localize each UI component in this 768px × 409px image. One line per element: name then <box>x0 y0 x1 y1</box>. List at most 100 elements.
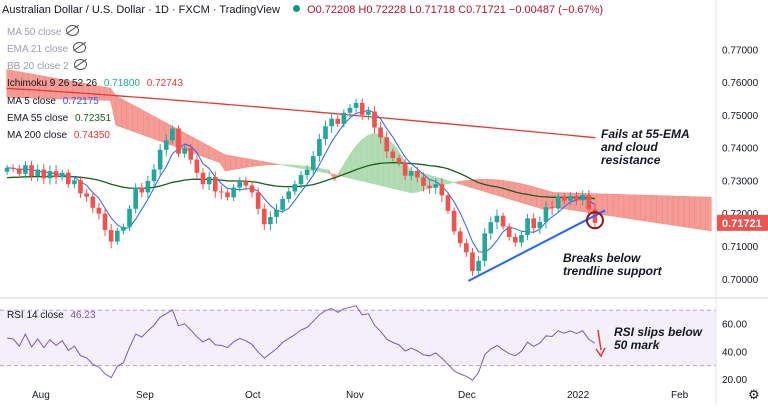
hidden-eye-icon[interactable] <box>66 25 80 36</box>
legend-ichimoku[interactable]: Ichimoku 9 26 52 26 0.71800 0.72743 <box>7 78 183 90</box>
candle-body <box>219 191 224 193</box>
ichimoku-cloud-segment <box>705 196 712 232</box>
candle-body <box>231 187 236 198</box>
candle-body <box>439 184 445 196</box>
candle-body <box>476 260 481 272</box>
ichimoku-cloud-segment <box>388 139 395 190</box>
ichimoku-cloud-segment <box>623 194 630 219</box>
candle-body <box>470 252 475 272</box>
candle-body <box>127 208 132 227</box>
ichimoku-cloud-segment <box>274 163 280 165</box>
candle-body <box>304 169 310 176</box>
rsi-arrow-shaft <box>597 329 602 351</box>
ichimoku-cloud-segment <box>672 195 679 227</box>
candle-body <box>366 111 371 115</box>
ichimoku-cloud-segment <box>345 152 352 179</box>
candle-body <box>580 195 586 201</box>
candle-body <box>372 111 377 128</box>
legend-bb20[interactable]: BB 20 close 2 <box>7 59 87 73</box>
candle-body <box>396 158 402 163</box>
candle-body <box>41 169 47 179</box>
candle-body <box>513 236 518 243</box>
candle-body <box>574 196 579 201</box>
legend-label: Ichimoku 9 26 52 26 <box>7 78 98 89</box>
candle-body <box>274 209 279 217</box>
ichimoku-cloud-segment <box>323 168 330 174</box>
ichimoku-cloud-segment <box>394 144 401 191</box>
candle-body <box>317 138 322 157</box>
candle-body <box>194 159 200 173</box>
ichimoku-cloud-segment <box>459 180 466 187</box>
ichimoku-cloud-segment <box>454 181 461 185</box>
ichimoku-cloud-segment <box>607 193 614 217</box>
candle-body <box>16 168 22 174</box>
candle-body <box>445 195 451 211</box>
candle-body <box>482 233 488 261</box>
candle-body <box>298 175 304 185</box>
candle-body <box>237 180 243 188</box>
legend-rsi[interactable]: RSI 14 close 46.23 <box>7 310 96 322</box>
time-tick-label: Dec <box>458 390 476 401</box>
legend-label: EMA 55 close <box>7 113 69 124</box>
annotation-breaks: Breaks below trendline support <box>563 251 663 278</box>
ma200-line <box>6 87 596 139</box>
candle-body <box>139 187 145 193</box>
rsi-tick-label: 20.00 <box>722 375 747 386</box>
ichimoku-cloud-segment <box>366 133 373 184</box>
time-tick-label: Nov <box>346 390 364 401</box>
legend-ema21[interactable]: EMA 21 close <box>7 42 87 56</box>
candle-body <box>323 126 328 139</box>
candle-body <box>90 196 96 208</box>
ichimoku-cloud-segment <box>301 165 308 170</box>
legend-value: 0.72351 <box>74 113 112 124</box>
settings-gear-icon[interactable]: ⚙ <box>748 387 760 402</box>
ichimoku-cloud-segment <box>361 135 368 183</box>
ichimoku-cloud-segment <box>121 98 128 130</box>
candle-body <box>531 218 537 229</box>
candle-body <box>390 151 396 158</box>
hidden-eye-icon[interactable] <box>73 59 87 70</box>
price-tick-label: 0.74000 <box>722 144 759 155</box>
ohlc-readout: O0.72208 H0.72228 L0.71718 C0.71721 −0.0… <box>307 4 604 16</box>
ichimoku-cloud-segment <box>650 195 657 224</box>
ichimoku-cloud-segment <box>683 196 690 228</box>
candle-body <box>163 140 169 150</box>
candle-body <box>280 198 285 210</box>
candle-body <box>537 221 543 229</box>
price-tick-label: 0.70000 <box>722 275 759 286</box>
ichimoku-cloud-segment <box>295 164 302 169</box>
candle-body <box>249 185 255 193</box>
legend-ma5[interactable]: MA 5 close 0.72175 <box>7 96 99 108</box>
candle-body <box>415 171 420 178</box>
symbol-title[interactable]: Australian Dollar / U.S. Dollar · 1D · F… <box>2 4 280 16</box>
candle-body <box>500 215 506 227</box>
legend-value: 0.72175 <box>62 96 99 107</box>
candle-body <box>121 226 126 231</box>
candle-body <box>47 171 53 179</box>
ichimoku-cloud-segment <box>214 148 220 163</box>
ichimoku-cloud-segment <box>536 187 543 210</box>
candle-body <box>457 231 463 244</box>
legend-value: 46.23 <box>70 310 96 321</box>
legend-ema55[interactable]: EMA 55 close 0.72351 <box>7 113 111 125</box>
candle-body <box>568 196 573 201</box>
candle-body <box>335 118 341 124</box>
ichimoku-cloud-segment <box>618 194 625 219</box>
legend-ma200[interactable]: MA 200 close 0.74350 <box>7 130 110 142</box>
ichimoku-cloud-segment <box>235 156 242 170</box>
candle-body <box>329 118 334 127</box>
candle-body <box>292 184 298 192</box>
ichimoku-cloud-segment <box>252 159 259 167</box>
ichimoku-cloud-segment <box>694 196 701 230</box>
candle-body <box>4 167 10 172</box>
candle-body <box>176 128 181 154</box>
ichimoku-cloud-segment <box>203 142 210 160</box>
candle-body <box>378 127 383 138</box>
legend-ma50[interactable]: MA 50 close <box>7 25 80 39</box>
legend-label: MA 50 close <box>7 27 62 38</box>
hidden-eye-icon[interactable] <box>73 42 87 53</box>
candle-body <box>421 177 426 186</box>
ichimoku-cloud-segment <box>143 110 149 138</box>
rsi-tick-label: 40.00 <box>722 347 747 358</box>
price-tick-label: 0.73000 <box>722 176 759 187</box>
